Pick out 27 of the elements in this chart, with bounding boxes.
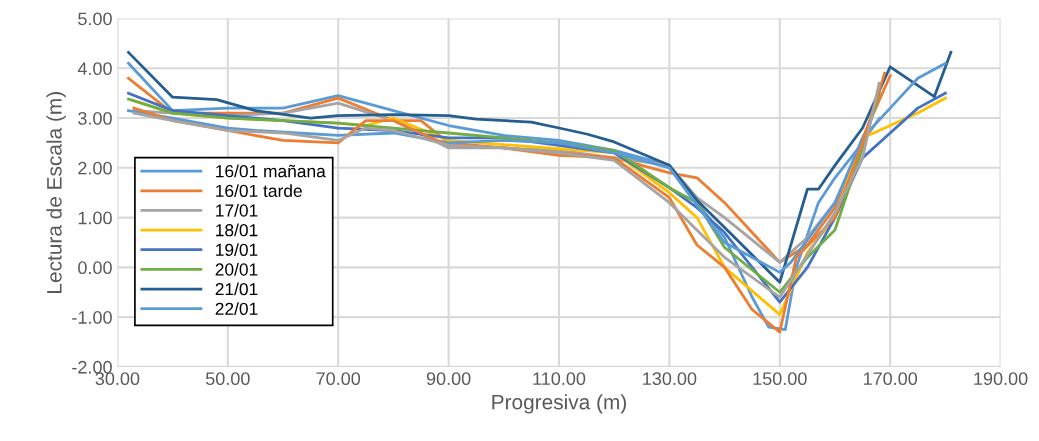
legend-label: 16/01 tarde: [216, 184, 302, 198]
x-tick-label: 190.00: [974, 372, 1028, 386]
legend-label: 18/01: [216, 223, 258, 237]
x-tick-label: 30.00: [95, 372, 140, 386]
legend-label: 17/01: [216, 203, 258, 217]
y-tick-label: 1.00: [78, 211, 112, 225]
x-tick-label: 50.00: [205, 372, 250, 386]
x-tick-label: 130.00: [643, 372, 697, 386]
y-tick-label: 3.00: [78, 112, 112, 125]
y-tick-label: -2.00: [72, 360, 112, 374]
y-tick-label: 2.00: [78, 161, 112, 175]
y-tick-label: 0.00: [78, 261, 112, 275]
legend-label: 19/01: [216, 243, 258, 256]
y-tick-label: -1.00: [72, 311, 112, 324]
x-tick-label: 150.00: [753, 372, 807, 386]
legend-label: 21/01: [215, 282, 258, 296]
x-tick-label: 70.00: [316, 372, 361, 386]
x-tick-label: 110.00: [533, 372, 586, 386]
x-tick-label: 90.00: [426, 372, 471, 386]
legend-label: 16/01 mañana: [216, 164, 326, 178]
y-tick-label: 4.00: [77, 62, 112, 76]
legend-label: 22/01: [215, 302, 258, 315]
x-tick-label: 170.00: [863, 372, 918, 386]
legend-label: 20/01: [215, 262, 258, 276]
y-axis-title: Lectura de Escala (m): [46, 92, 66, 293]
x-axis-title: Progresiva (m): [492, 394, 626, 414]
y-tick-label: 5.00: [78, 12, 112, 26]
